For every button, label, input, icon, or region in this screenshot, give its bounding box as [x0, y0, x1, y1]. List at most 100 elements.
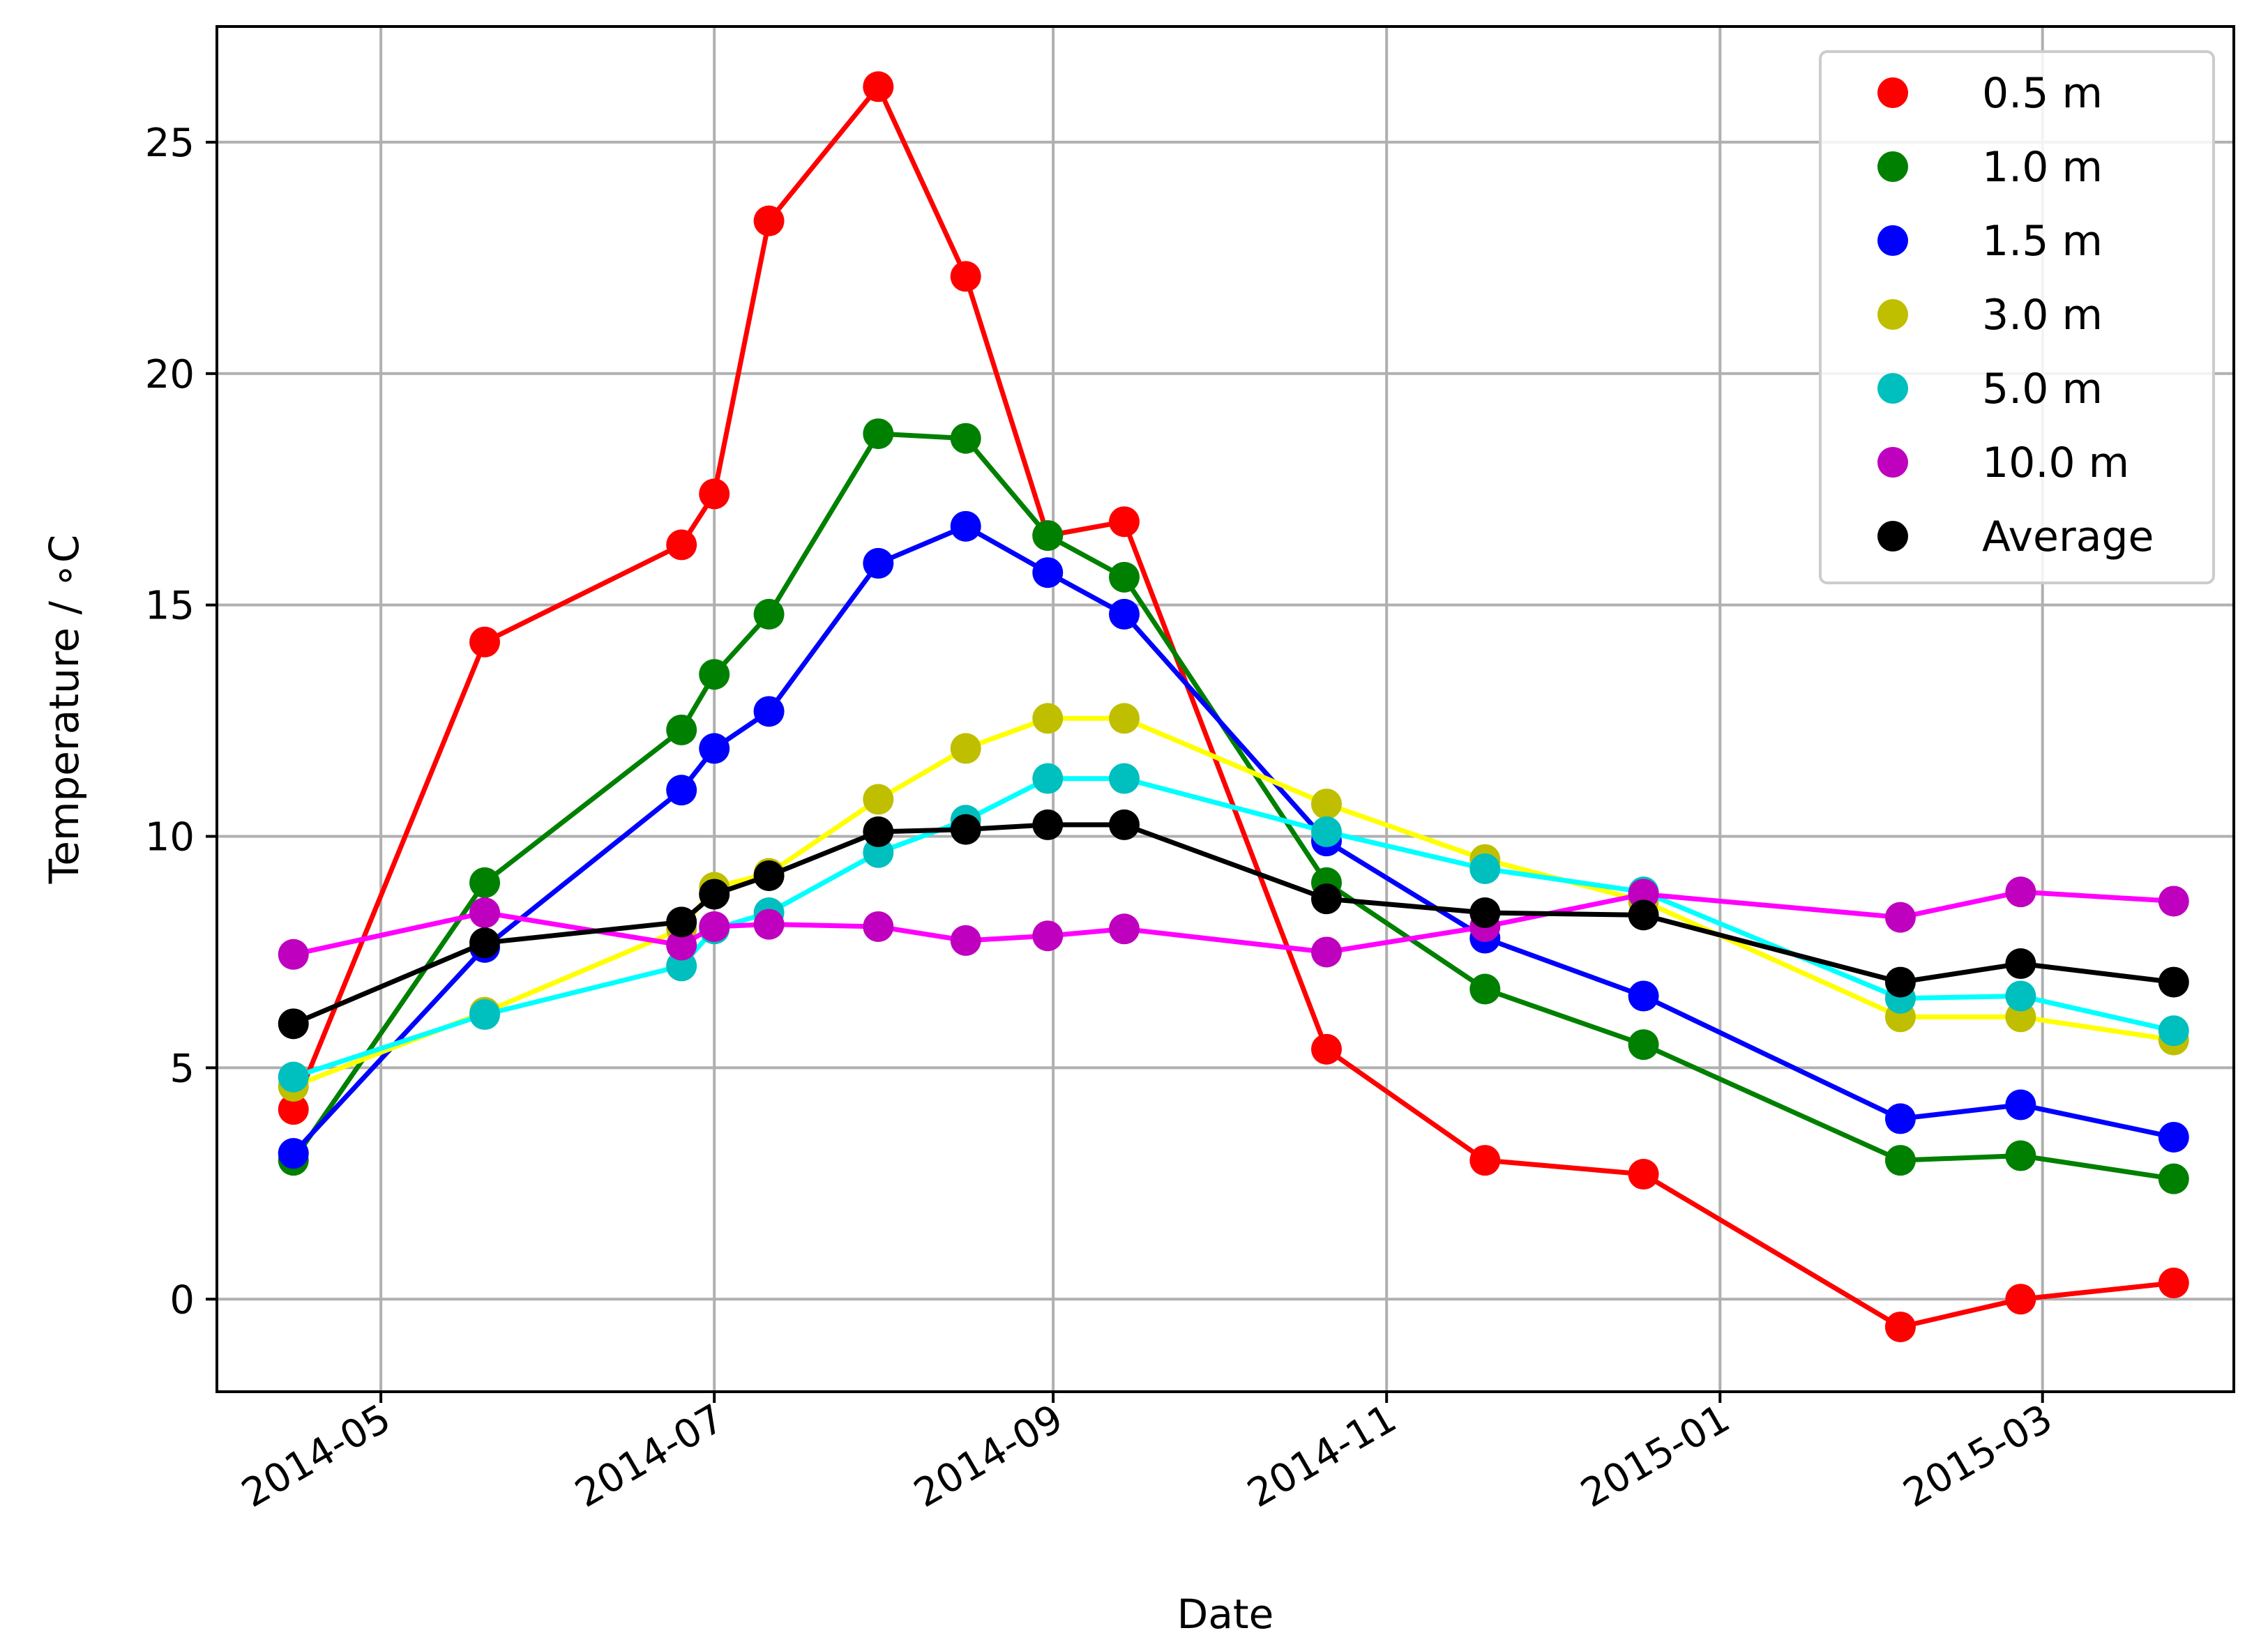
y-tick-label: 15: [145, 584, 195, 629]
data-point: [2005, 980, 2036, 1012]
data-point: [469, 867, 501, 898]
data-point: [1469, 1145, 1501, 1176]
legend-label: Average: [1982, 512, 2154, 561]
data-point: [1310, 816, 1342, 847]
legend-item: Average: [1877, 512, 2154, 561]
data-point: [1469, 853, 1501, 884]
legend-label: 3.0 m: [1982, 291, 2103, 340]
data-point: [950, 510, 981, 542]
data-point: [1109, 506, 1140, 538]
data-point: [666, 929, 697, 961]
data-point: [1032, 763, 1064, 794]
data-point: [1628, 1159, 1659, 1190]
data-point: [666, 775, 697, 806]
data-point: [699, 733, 730, 764]
data-point: [278, 1061, 309, 1093]
data-point: [1884, 1312, 1916, 1343]
legend: 0.5 m 1.0 m 1.5 m 3.0 m 5.0 m 10.0 m Average: [1819, 50, 2215, 584]
data-point: [2005, 1284, 2036, 1315]
legend-marker: [1877, 299, 1908, 330]
y-tick-label: 5: [169, 1046, 195, 1091]
data-point: [469, 999, 501, 1031]
data-point: [753, 909, 785, 940]
data-point: [1032, 920, 1064, 952]
data-point: [950, 925, 981, 956]
data-point: [753, 860, 785, 891]
data-point: [1884, 902, 1916, 933]
data-point: [666, 906, 697, 938]
data-point: [1109, 598, 1140, 630]
data-point: [753, 205, 785, 236]
data-point: [863, 816, 894, 847]
y-tick-label: 0: [169, 1277, 195, 1323]
data-point: [1884, 966, 1916, 998]
data-point: [2005, 948, 2036, 980]
data-point: [1469, 897, 1501, 929]
data-point: [1310, 936, 1342, 968]
data-point: [2158, 1121, 2189, 1153]
legend-label: 10.0 m: [1982, 439, 2129, 487]
data-point: [1032, 557, 1064, 588]
data-point: [469, 897, 501, 929]
data-point: [1884, 1103, 1916, 1134]
plot-frame: [216, 25, 2235, 1393]
legend-marker: [1877, 447, 1908, 478]
data-point: [1628, 1029, 1659, 1061]
series-layer: [278, 71, 2189, 1343]
data-point: [863, 784, 894, 815]
data-point: [2158, 1163, 2189, 1194]
legend-item: 10.0 m: [1877, 439, 2129, 487]
data-point: [1628, 899, 1659, 931]
data-point: [2158, 1015, 2189, 1047]
data-point: [753, 696, 785, 727]
legend-label: 0.5 m: [1982, 69, 2103, 118]
data-point: [1032, 703, 1064, 734]
data-point: [1310, 1033, 1342, 1065]
legend-marker: [1877, 225, 1908, 256]
legend-marker: [1877, 373, 1908, 404]
data-point: [1032, 809, 1064, 840]
data-point: [469, 626, 501, 658]
data-point: [699, 478, 730, 510]
data-point: [863, 911, 894, 942]
series-1-0-m: [278, 418, 2189, 1194]
data-point: [863, 418, 894, 450]
data-point: [2158, 1268, 2189, 1299]
legend-marker: [1877, 151, 1908, 182]
data-point: [2158, 966, 2189, 998]
data-point: [950, 814, 981, 845]
y-tick-label: 20: [145, 352, 195, 397]
series-average: [278, 809, 2189, 1040]
legend-item: 1.0 m: [1877, 143, 2103, 192]
data-point: [863, 547, 894, 579]
data-point: [2005, 876, 2036, 908]
legend-item: 0.5 m: [1877, 69, 2103, 118]
data-point: [1032, 520, 1064, 552]
y-tick-label: 10: [145, 815, 195, 860]
data-point: [2158, 886, 2189, 917]
data-point: [863, 71, 894, 102]
data-point: [1310, 789, 1342, 820]
data-point: [1109, 763, 1140, 794]
data-point: [2005, 1140, 2036, 1171]
legend-marker: [1877, 521, 1908, 552]
data-point: [666, 529, 697, 561]
data-point: [753, 598, 785, 630]
data-point: [1109, 561, 1140, 593]
data-point: [950, 423, 981, 454]
data-point: [1109, 913, 1140, 945]
data-point: [699, 911, 730, 942]
y-tick-label: 25: [145, 121, 195, 166]
legend-item: 3.0 m: [1877, 291, 2103, 340]
data-point: [278, 1138, 309, 1169]
legend-marker: [1877, 77, 1908, 108]
data-point: [950, 733, 981, 764]
data-point: [1469, 973, 1501, 1005]
data-point: [666, 714, 697, 745]
data-point: [278, 939, 309, 970]
data-point: [278, 1008, 309, 1040]
data-point: [699, 879, 730, 910]
x-axis-label: Date: [1177, 1590, 1274, 1638]
data-point: [699, 659, 730, 690]
